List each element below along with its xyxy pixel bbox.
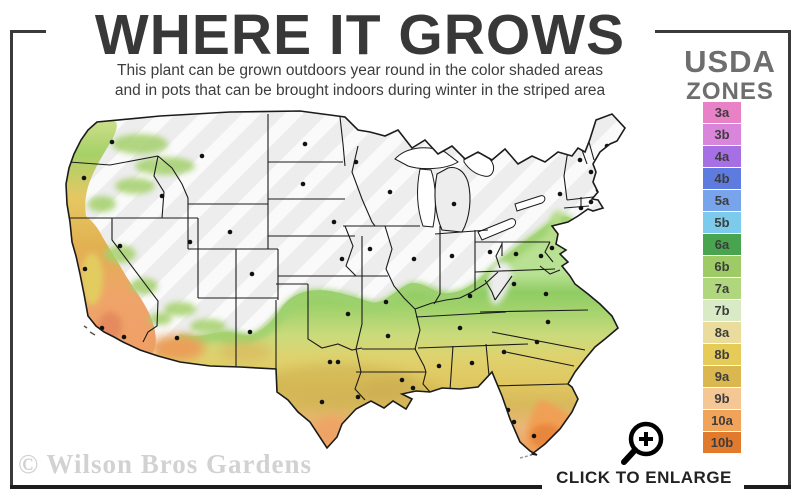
michigan-mitten [434, 166, 471, 233]
zone-swatch-10a: 10a [703, 410, 741, 431]
page-title: WHERE IT GROWS [94, 3, 626, 67]
zone-label: 4b [714, 171, 730, 186]
appalachian-gray [488, 261, 512, 305]
frame-right-vertical [788, 30, 791, 489]
zone-label: 9b [714, 391, 730, 406]
zone-label: 3b [714, 127, 730, 142]
west-accents [81, 253, 271, 362]
state-borders [68, 114, 595, 401]
legend-zones: 3a 3b 4a 4b 5a 5b 6a 6b 7a 7b 8a 8b 9a 9b 10a 10b [703, 102, 741, 454]
frame-bottom-right-horizontal [744, 485, 791, 489]
zone-label: 8a [714, 325, 730, 340]
zone-label: 10a [711, 413, 733, 428]
zone-label: 3a [714, 105, 730, 120]
zone-swatch-7b: 7b [703, 300, 741, 321]
zone-swatch-4b: 4b [703, 168, 741, 189]
zone-swatch-7a: 7a [703, 278, 741, 299]
great-lakes [394, 147, 546, 241]
zone-swatch-8a: 8a [703, 322, 741, 343]
zone-swatch-3a: 3a [703, 102, 741, 123]
florida-keys [519, 454, 533, 459]
zone-label: 5a [714, 193, 730, 208]
zone-swatch-4a: 4a [703, 146, 741, 167]
zoom-in-icon[interactable] [614, 414, 672, 477]
zone-swatch-5a: 5a [703, 190, 741, 211]
zone-swatch-3b: 3b [703, 124, 741, 145]
frame-top-left-horizontal [10, 30, 46, 33]
channel-islands [83, 325, 96, 336]
zone-label: 6a [714, 237, 730, 252]
zone-label: 9a [714, 369, 730, 384]
watermark: © Wilson Bros Gardens [18, 449, 312, 479]
zone-label: 7b [714, 303, 730, 318]
frame-bottom-left-horizontal [10, 485, 542, 489]
zone-label: 7a [714, 281, 730, 296]
frame-left-vertical [10, 30, 13, 489]
zone-swatch-5b: 5b [703, 212, 741, 233]
zone-swatch-10b: 10b [703, 432, 741, 453]
subtitle-line-1: This plant can be grown outdoors year ro… [117, 62, 603, 79]
legend-title-zones: ZONES [686, 78, 774, 105]
legend-title: USDA ZONES [678, 46, 782, 104]
legend-title-usda: USDA [684, 44, 776, 79]
zone-label: 4a [714, 149, 730, 164]
zone-swatch-9b: 9b [703, 388, 741, 409]
usda-zone-map-svg [65, 110, 626, 459]
zone-swatch-8b: 8b [703, 344, 741, 365]
zone-swatch-6a: 6a [703, 234, 741, 255]
page-subtitle: This plant can be grown outdoors year ro… [30, 61, 690, 101]
zone-label: 10b [710, 435, 734, 450]
zone-label: 8b [714, 347, 730, 362]
zone-swatch-9a: 9a [703, 366, 741, 387]
usda-zone-map[interactable] [40, 104, 668, 461]
green-patches [88, 134, 252, 346]
zone-label: 6b [714, 259, 730, 274]
frame-top-right-horizontal [655, 30, 791, 33]
subtitle-line-2: and in pots that can be brought indoors … [114, 82, 606, 99]
zone-label: 5b [714, 215, 730, 230]
click-to-enlarge-label[interactable]: CLICK TO ENLARGE [556, 468, 732, 487]
zone-swatch-6b: 6b [703, 256, 741, 277]
